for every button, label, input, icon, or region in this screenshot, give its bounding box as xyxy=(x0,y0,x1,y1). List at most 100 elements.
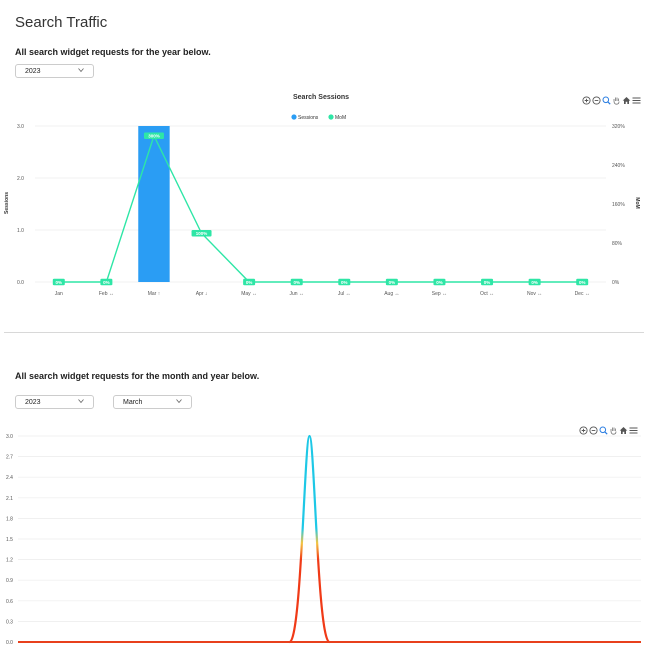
mom-point[interactable] xyxy=(338,278,351,286)
mom-line-series: 0% 0% 300% 100% 0% 0% 0% 0% 0% 0% 0% 0% xyxy=(52,132,589,286)
mom-data-label: 0% xyxy=(579,280,586,285)
monthly-month-value: March xyxy=(123,398,143,406)
peak-curve[interactable] xyxy=(288,434,331,644)
legend-marker[interactable] xyxy=(328,114,334,120)
legend-label[interactable]: MoM xyxy=(335,115,346,121)
y-tick-label: 2.0 xyxy=(17,176,24,182)
x-tick-label: May ↔ xyxy=(241,291,257,297)
mom-data-label: 0% xyxy=(103,280,110,285)
y2-tick-label: 240% xyxy=(612,163,625,169)
monthly-subtitle: All search widget requests for the month… xyxy=(15,371,260,381)
y2-tick-label: 0% xyxy=(612,280,620,286)
mom-data-label: 0% xyxy=(436,280,443,285)
pan-hand-icon[interactable] xyxy=(609,422,618,435)
zoom-in-icon[interactable] xyxy=(579,422,588,435)
y-axis-ticks: 0.0 0.3 0.6 0.9 1.2 1.5 1.8 2.1 2.4 2.7 3.0 xyxy=(6,434,13,646)
legend-marker[interactable] xyxy=(291,114,297,120)
mom-point[interactable] xyxy=(385,278,398,286)
mom-data-label: 0% xyxy=(293,280,300,285)
mom-data-label: 0% xyxy=(389,280,396,285)
monthly-year-value: 2023 xyxy=(25,398,41,406)
x-tick-label: Apr ↓ xyxy=(196,291,208,297)
y-tick-label: 3.0 xyxy=(17,124,24,130)
section-divider xyxy=(4,332,644,333)
magnifier-icon[interactable] xyxy=(602,92,611,105)
home-icon[interactable] xyxy=(622,92,631,104)
search-sessions-chart: Search Sessions Sessions MoM 0.0 1.0 2.0 3.0… xyxy=(4,94,640,297)
y2-tick-label: 320% xyxy=(612,124,625,130)
magnifier-icon[interactable] xyxy=(599,422,608,435)
mom-point[interactable] xyxy=(52,278,65,286)
chart1-toolbar xyxy=(582,92,641,105)
x-tick-label: Aug ↔ xyxy=(384,291,399,297)
chevron-down-icon xyxy=(176,399,182,404)
mom-point[interactable] xyxy=(243,278,256,286)
mom-point[interactable] xyxy=(528,278,541,286)
y-tick-label: 2.7 xyxy=(6,455,13,461)
y-tick-label: 1.0 xyxy=(17,228,24,234)
yearly-year-select[interactable]: 2023 xyxy=(15,64,94,78)
y2-tick-label: 80% xyxy=(612,241,623,247)
y-tick-label: 2.1 xyxy=(6,496,13,502)
x-tick-label: Sep ↔ xyxy=(432,291,447,297)
home-icon[interactable] xyxy=(619,422,628,434)
x-tick-label: Mar ↑ xyxy=(148,291,161,297)
x-tick-label: Oct ↔ xyxy=(480,291,494,297)
monthly-sessions-chart: 0.0 0.3 0.6 0.9 1.2 1.5 1.8 2.1 2.4 2.7 3.0 xyxy=(6,434,641,646)
chart2-toolbar xyxy=(579,422,638,435)
y-tick-label: 1.8 xyxy=(6,516,13,522)
menu-icon[interactable] xyxy=(629,422,638,434)
y-tick-label: 2.4 xyxy=(6,475,13,481)
chevron-down-icon xyxy=(78,399,84,404)
y2-tick-label: 160% xyxy=(612,202,625,208)
page-title: Search Traffic xyxy=(15,14,108,31)
x-tick-label: Jun ↔ xyxy=(289,291,303,297)
mom-point[interactable] xyxy=(576,278,589,286)
pan-hand-icon[interactable] xyxy=(612,92,621,105)
mom-data-label: 0% xyxy=(341,280,348,285)
chart-title: Search Sessions xyxy=(293,94,349,101)
legend-label[interactable]: Sessions xyxy=(298,115,319,121)
mom-point[interactable] xyxy=(433,278,446,286)
zoom-in-icon[interactable] xyxy=(582,92,591,105)
mom-data-label: 100% xyxy=(196,231,208,236)
yearly-subtitle: All search widget requests for the year … xyxy=(15,47,211,57)
mom-data-label: 300% xyxy=(148,134,160,139)
x-tick-label: Jan xyxy=(55,291,63,297)
zoom-out-icon[interactable] xyxy=(592,92,601,105)
y-tick-label: 0.0 xyxy=(6,640,13,646)
mom-data-label: 0% xyxy=(246,280,253,285)
mom-point[interactable] xyxy=(191,229,212,237)
y-tick-label: 0.0 xyxy=(17,280,24,286)
mom-point[interactable] xyxy=(290,278,303,286)
chart-gridlines xyxy=(18,435,641,643)
yearly-year-value: 2023 xyxy=(25,67,41,75)
mom-point[interactable] xyxy=(100,278,113,286)
chart-legend: Sessions MoM xyxy=(291,114,346,121)
y-tick-label: 1.2 xyxy=(6,558,13,564)
x-tick-label: Feb ↔ xyxy=(99,291,114,297)
sessions-bar[interactable] xyxy=(138,126,170,282)
mom-point[interactable] xyxy=(481,278,494,286)
mom-point[interactable] xyxy=(143,132,164,140)
mom-data-label: 0% xyxy=(531,280,538,285)
sessions-area-series xyxy=(18,434,641,644)
monthly-year-select[interactable]: 2023 xyxy=(15,395,94,409)
x-tick-label: Jul ↔ xyxy=(338,291,351,297)
menu-icon[interactable] xyxy=(632,92,641,104)
y-axis-ticks: 0.0 1.0 2.0 3.0 xyxy=(17,124,24,286)
sessions-bars xyxy=(138,126,170,282)
y-tick-label: 3.0 xyxy=(6,434,13,440)
y-tick-label: 1.5 xyxy=(6,537,13,543)
x-tick-label: Nov ↔ xyxy=(527,291,542,297)
mom-data-label: 0% xyxy=(484,280,491,285)
monthly-month-select[interactable]: March xyxy=(113,395,192,409)
y2-axis-label: MoM xyxy=(634,197,640,208)
y-tick-label: 0.9 xyxy=(6,578,13,584)
y-tick-label: 0.3 xyxy=(6,619,13,625)
y2-axis-ticks: 0% 80% 160% 240% 320% xyxy=(612,124,625,286)
chevron-down-icon xyxy=(78,68,84,73)
zoom-out-icon[interactable] xyxy=(589,422,598,435)
y-axis-label: Sessions xyxy=(4,192,10,214)
y-tick-label: 0.6 xyxy=(6,599,13,605)
